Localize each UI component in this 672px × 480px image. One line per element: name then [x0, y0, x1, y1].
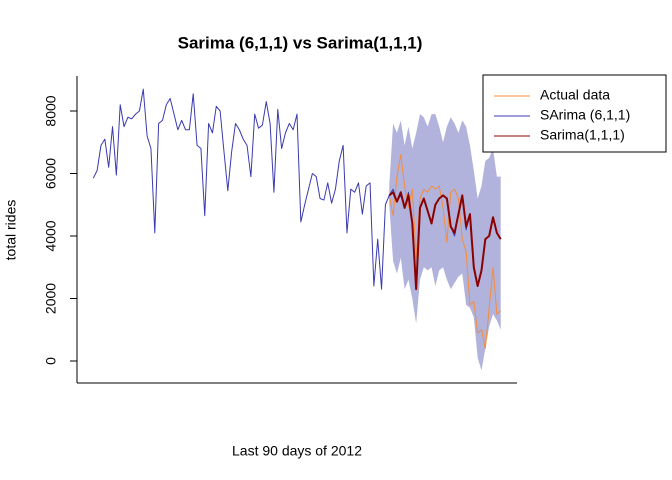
x-axis-label: Last 90 days of 2012 — [232, 443, 362, 459]
series-line — [388, 154, 502, 349]
y-tick-label: 6000 — [43, 158, 59, 189]
series-line — [388, 191, 502, 291]
y-tick-label: 4000 — [43, 220, 59, 251]
legend-box — [482, 74, 667, 153]
prediction-band — [389, 114, 501, 371]
y-tick-label: 0 — [43, 357, 59, 365]
y-tick-label: 2000 — [43, 283, 59, 314]
legend-label: Actual data — [540, 87, 610, 103]
legend-label: Sarima(1,1,1) — [540, 127, 625, 143]
y-tick-label: 8000 — [43, 95, 59, 126]
chart-title: Sarima (6,1,1) vs Sarima(1,1,1) — [178, 33, 423, 52]
legend-label: SArima (6,1,1) — [540, 107, 630, 123]
y-axis-label: total rides — [3, 200, 19, 261]
